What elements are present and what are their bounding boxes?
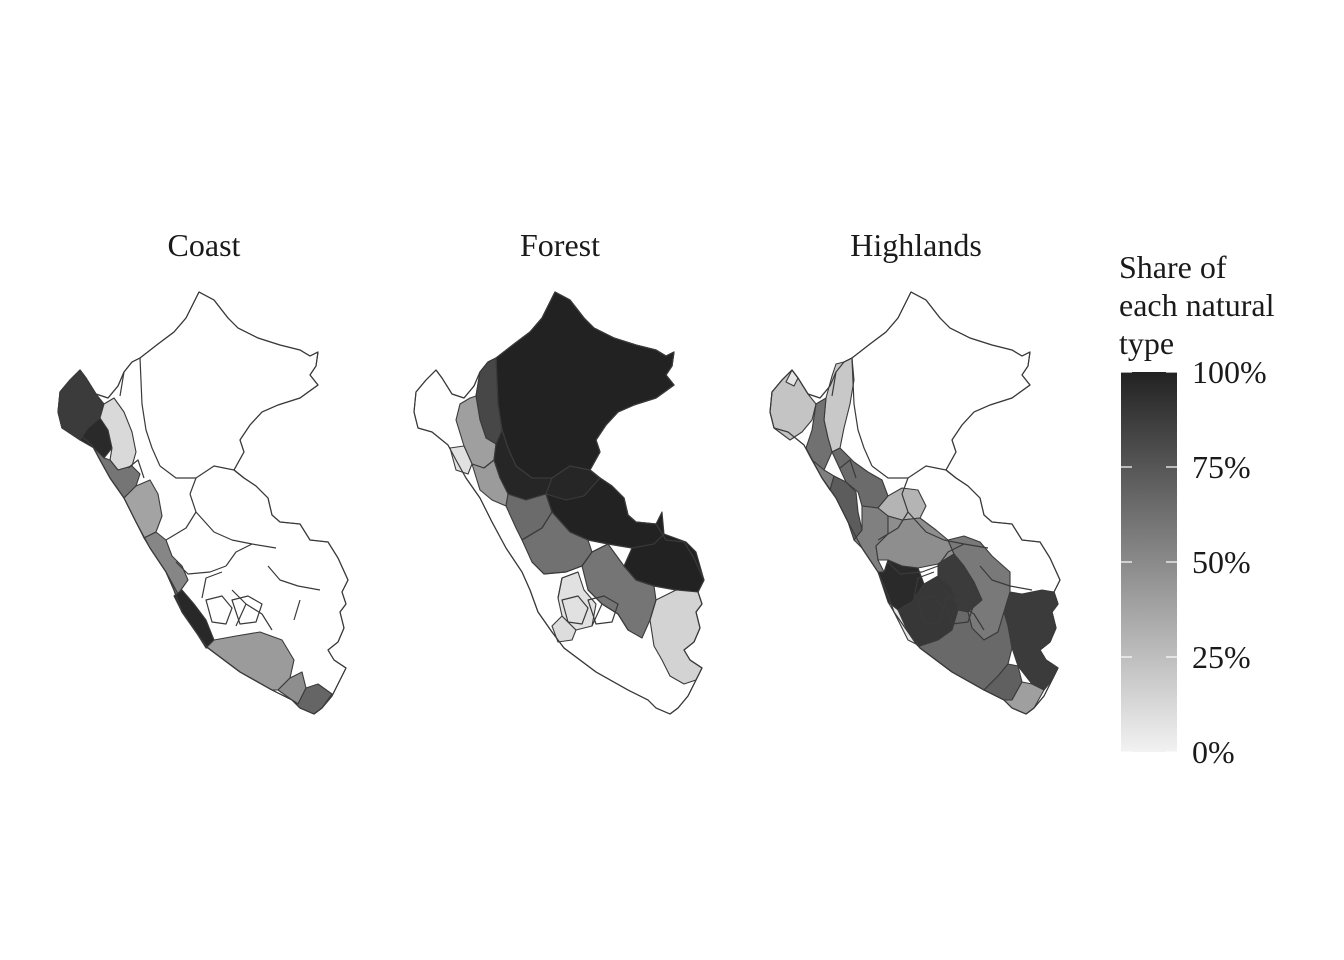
legend-tick-label-0: 100% bbox=[1192, 354, 1267, 390]
boundary-line-forest-14 bbox=[483, 459, 501, 479]
boundary-line-forest-2 bbox=[545, 477, 553, 495]
boundary-line-forest-13 bbox=[591, 603, 603, 627]
boundary-line-coast-13 bbox=[235, 603, 247, 627]
region-highlands-amazonas bbox=[805, 397, 833, 471]
map-panel-highlands bbox=[769, 291, 1061, 715]
map-panel-forest bbox=[413, 291, 705, 715]
boundary-line-highlands-11 bbox=[943, 589, 985, 631]
legend-tick-label-4: 0% bbox=[1192, 734, 1235, 770]
boundary-line-highlands-4 bbox=[901, 493, 945, 541]
boundary-line-coast-8 bbox=[225, 543, 253, 567]
color-legend: Share of each natural type 100% 75% 50% 25%… bbox=[1119, 249, 1275, 770]
boundary-line-forest-4 bbox=[545, 493, 589, 541]
boundary-line-highlands-2 bbox=[901, 477, 909, 495]
boundary-line-highlands-6 bbox=[877, 511, 909, 541]
boundary-line-coast-6 bbox=[165, 511, 197, 541]
boundary-line-forest-8 bbox=[581, 543, 609, 567]
map-panel-coast bbox=[57, 291, 349, 715]
boundary-line-highlands-15 bbox=[831, 371, 837, 397]
boundary-line-forest-9 bbox=[623, 565, 677, 591]
panel-title-coast: Coast bbox=[168, 227, 241, 263]
country-border-coast bbox=[57, 291, 349, 715]
boundary-line-forest-0 bbox=[495, 357, 517, 467]
boundary-line-coast-12 bbox=[201, 571, 223, 599]
boundary-line-coast-2 bbox=[189, 477, 197, 495]
boundary-line-forest-15 bbox=[475, 371, 481, 397]
country-border-highlands bbox=[769, 291, 1061, 715]
boundary-line-coast-11 bbox=[231, 589, 273, 631]
boundary-line-coast-15 bbox=[119, 371, 125, 397]
legend-title-line-1: Share of bbox=[1119, 249, 1227, 285]
boundary-line-coast-7 bbox=[175, 561, 227, 575]
boundary-line-highlands-0 bbox=[851, 357, 873, 467]
legend-title-line-3: type bbox=[1119, 325, 1174, 361]
boundary-line-coast-9 bbox=[267, 565, 321, 591]
boundary-line-highlands-7 bbox=[887, 561, 939, 575]
boundary-line-highlands-17 bbox=[943, 595, 975, 625]
region-coast-ica-arequipa bbox=[205, 631, 295, 691]
boundary-line-coast-10 bbox=[293, 599, 301, 621]
boundary-line-coast-4 bbox=[189, 493, 233, 541]
boundary-line-forest-16 bbox=[561, 595, 589, 625]
boundary-line-forest-17 bbox=[587, 595, 619, 625]
legend-tick-label-2: 50% bbox=[1192, 544, 1251, 580]
boundary-line-highlands-14 bbox=[839, 459, 857, 479]
boundary-line-highlands-9 bbox=[979, 565, 1033, 591]
legend-title-line-2: each natural bbox=[1119, 287, 1275, 323]
region-forest-loreto bbox=[495, 291, 675, 479]
region-forest-lambayeque bbox=[449, 445, 473, 475]
boundary-line-coast-14 bbox=[127, 459, 145, 479]
boundary-line-highlands-8 bbox=[937, 543, 965, 567]
boundary-line-coast-0 bbox=[139, 357, 161, 467]
panel-title-forest: Forest bbox=[520, 227, 600, 263]
boundary-line-forest-11 bbox=[587, 589, 629, 631]
country-outline-coast bbox=[57, 291, 349, 715]
boundary-line-forest-12 bbox=[557, 571, 579, 599]
boundary-line-highlands-16 bbox=[917, 595, 945, 625]
panel-title-highlands: Highlands bbox=[850, 227, 982, 263]
boundary-line-forest-7 bbox=[531, 561, 583, 575]
boundary-line-highlands-10 bbox=[1005, 599, 1013, 621]
boundary-line-forest-6 bbox=[521, 511, 553, 541]
boundary-line-coast-16 bbox=[205, 595, 233, 625]
boundary-line-highlands-12 bbox=[913, 571, 935, 599]
legend-tick-label-1: 75% bbox=[1192, 449, 1251, 485]
boundary-line-forest-10 bbox=[649, 599, 657, 621]
boundary-line-highlands-13 bbox=[947, 603, 959, 627]
country-border-forest bbox=[413, 291, 705, 715]
boundary-line-coast-17 bbox=[231, 595, 263, 625]
legend-tick-label-3: 25% bbox=[1192, 639, 1251, 675]
